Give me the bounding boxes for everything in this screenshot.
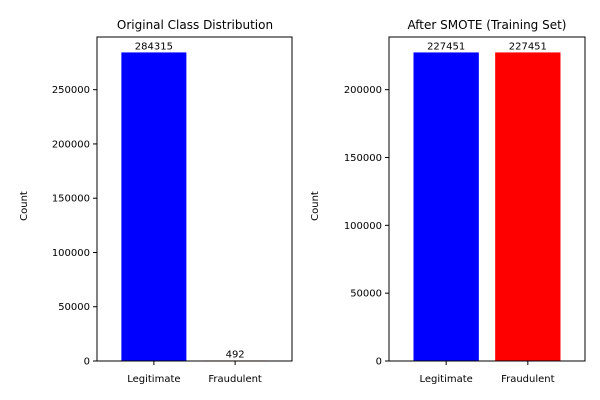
y-axis-label: Count — [19, 191, 30, 221]
chart-after-smote: After SMOTE (Training Set) Count 227451 2… — [310, 18, 586, 385]
bar-legitimate — [121, 52, 187, 361]
y-axis-ticks: 0 50000 100000 150000 200000 250000 — [52, 85, 97, 368]
x-tick-label-legitimate: Legitimate — [420, 374, 473, 385]
y-tick-label: 0 — [376, 357, 382, 368]
y-tick-label: 50000 — [58, 302, 90, 313]
y-tick-label: 0 — [84, 357, 90, 368]
data-label-group: 227451 227451 — [427, 41, 547, 52]
bar-group — [121, 52, 268, 361]
bar-fraudulent — [495, 52, 561, 362]
data-label-fraudulent: 227451 — [509, 41, 547, 52]
data-label-group: 284315 492 — [135, 41, 245, 360]
data-label-legitimate: 227451 — [427, 41, 465, 52]
chart-title: Original Class Distribution — [117, 18, 273, 32]
y-tick-label: 100000 — [344, 221, 382, 232]
y-tick-label: 150000 — [344, 153, 382, 164]
x-axis-ticks: Legitimate Fraudulent — [420, 361, 555, 385]
chart-title: After SMOTE (Training Set) — [407, 18, 566, 32]
plot-frame — [96, 36, 293, 362]
x-tick-label-legitimate: Legitimate — [127, 374, 180, 385]
data-label-fraudulent: 492 — [226, 349, 245, 360]
bar-group — [413, 52, 561, 362]
chart-original-class-distribution: Original Class Distribution Count 284315… — [19, 18, 293, 385]
y-axis-label: Count — [310, 191, 321, 221]
y-tick-label: 100000 — [52, 248, 90, 259]
y-tick-label: 200000 — [344, 85, 382, 96]
y-tick-label: 150000 — [52, 194, 90, 205]
y-tick-label: 250000 — [52, 85, 90, 96]
y-tick-label: 50000 — [350, 289, 382, 300]
x-tick-label-fraudulent: Fraudulent — [501, 374, 555, 385]
y-tick-label: 200000 — [52, 139, 90, 150]
bar-legitimate — [413, 52, 479, 362]
data-label-legitimate: 284315 — [135, 41, 173, 52]
x-axis-ticks: Legitimate Fraudulent — [127, 361, 262, 385]
x-tick-label-fraudulent: Fraudulent — [208, 374, 262, 385]
plot-frame — [388, 36, 586, 362]
y-axis-ticks: 0 50000 100000 150000 200000 — [344, 85, 389, 368]
